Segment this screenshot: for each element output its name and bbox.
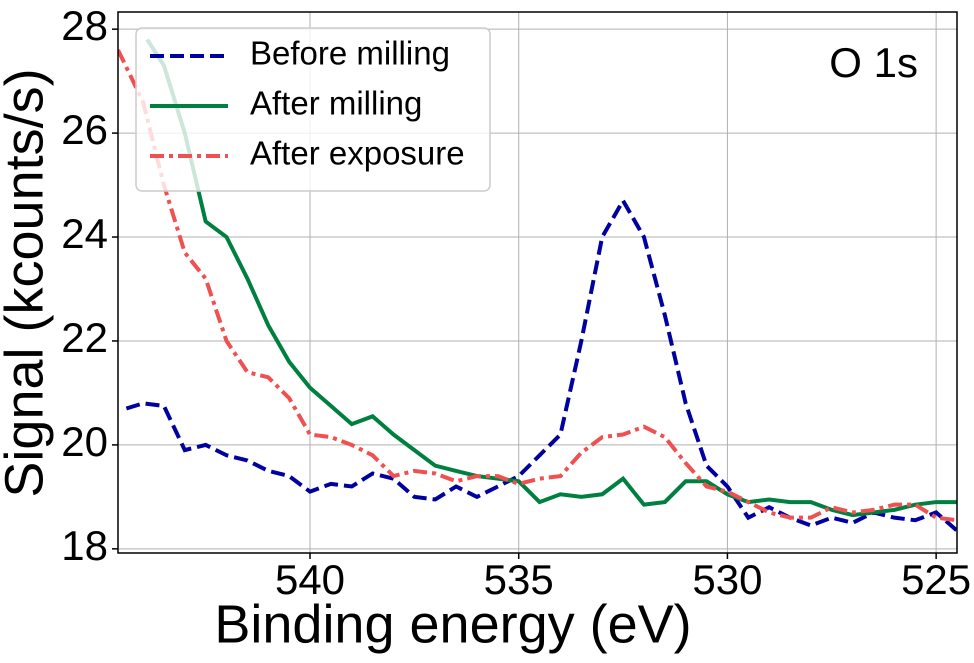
legend-box <box>135 27 491 192</box>
series-line <box>145 38 957 518</box>
y-tick-label: 20 <box>61 418 108 465</box>
series-line <box>118 49 957 523</box>
y-tick-label: 26 <box>61 106 108 153</box>
series-line <box>125 196 957 533</box>
y-tick-label: 18 <box>61 522 108 569</box>
x-tick-label: 530 <box>692 556 762 603</box>
annotation: O 1s <box>829 39 918 86</box>
lines <box>118 38 957 533</box>
x-tick-label: 540 <box>275 556 345 603</box>
x-tick-label: 525 <box>901 556 971 603</box>
y-axis-label: Signal (kcounts/s) <box>0 68 54 497</box>
legend-label: After milling <box>250 85 422 122</box>
grid <box>118 12 957 553</box>
legend: Before milling After milling After exposur… <box>150 35 465 172</box>
x-axis-label: Binding energy (eV) <box>214 594 691 654</box>
legend-label: After exposure <box>250 135 465 172</box>
y-tick-label: 24 <box>61 210 108 257</box>
legend-label: Before milling <box>250 35 450 72</box>
x-tick-label: 535 <box>484 556 554 603</box>
y-tick-label: 28 <box>61 2 108 49</box>
y-tick-label: 22 <box>61 314 108 361</box>
plot-frame <box>117 11 958 554</box>
